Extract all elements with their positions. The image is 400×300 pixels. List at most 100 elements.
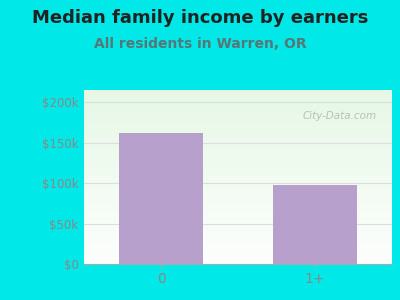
Bar	[84, 186, 392, 188]
Bar	[84, 203, 392, 205]
Bar	[84, 173, 392, 175]
Bar	[84, 151, 392, 153]
Bar	[84, 106, 392, 107]
Bar	[84, 146, 392, 147]
Bar	[84, 231, 392, 233]
Bar	[84, 97, 392, 99]
Bar	[84, 257, 392, 259]
Bar	[84, 210, 392, 212]
Bar	[84, 121, 392, 123]
Bar	[84, 191, 392, 193]
Bar	[84, 175, 392, 177]
Bar	[84, 137, 392, 139]
Bar	[84, 92, 392, 94]
Bar	[84, 90, 392, 92]
Bar	[84, 111, 392, 112]
Bar	[84, 234, 392, 236]
Bar	[84, 188, 392, 189]
Bar	[84, 222, 392, 224]
Bar	[84, 116, 392, 118]
Bar	[84, 215, 392, 217]
Bar	[84, 140, 392, 142]
Bar	[84, 207, 392, 208]
Bar	[84, 238, 392, 240]
Bar	[84, 240, 392, 242]
Bar	[84, 229, 392, 231]
Bar	[84, 182, 392, 184]
Bar	[84, 181, 392, 182]
Bar	[84, 99, 392, 100]
Bar	[84, 179, 392, 181]
Bar	[84, 184, 392, 186]
Bar	[84, 252, 392, 254]
Bar	[84, 100, 392, 102]
Bar	[84, 114, 392, 116]
Bar	[84, 250, 392, 252]
Bar	[84, 260, 392, 262]
Bar	[84, 118, 392, 120]
Bar	[84, 220, 392, 222]
Bar	[84, 102, 392, 104]
Bar	[84, 127, 392, 128]
Bar	[84, 132, 392, 134]
Text: City-Data.com: City-Data.com	[302, 111, 376, 121]
Bar	[84, 217, 392, 219]
Bar	[84, 95, 392, 97]
Bar	[84, 259, 392, 260]
Bar	[84, 227, 392, 229]
Bar	[84, 112, 392, 114]
Bar	[84, 248, 392, 250]
Bar	[84, 123, 392, 125]
Text: All residents in Warren, OR: All residents in Warren, OR	[94, 38, 306, 52]
Bar	[84, 130, 392, 132]
Bar	[84, 142, 392, 144]
Bar	[84, 226, 392, 227]
Bar	[84, 120, 392, 121]
Bar	[84, 149, 392, 151]
Text: Median family income by earners: Median family income by earners	[32, 9, 368, 27]
Bar	[84, 193, 392, 194]
Bar	[84, 109, 392, 111]
Bar	[84, 167, 392, 168]
Bar	[84, 247, 392, 248]
Bar	[84, 205, 392, 207]
Bar	[84, 201, 392, 203]
Bar	[84, 135, 392, 137]
Bar	[84, 255, 392, 257]
Bar	[84, 243, 392, 245]
Bar	[84, 189, 392, 191]
Bar	[84, 104, 392, 106]
Bar	[273, 185, 357, 264]
Bar	[84, 245, 392, 247]
Bar	[84, 194, 392, 196]
Bar	[84, 196, 392, 198]
Bar	[84, 125, 392, 127]
Bar	[84, 144, 392, 146]
Bar	[84, 177, 392, 179]
Bar	[84, 198, 392, 200]
Bar	[84, 172, 392, 173]
Bar	[84, 134, 392, 135]
Bar	[119, 133, 203, 264]
Bar	[84, 168, 392, 170]
Bar	[84, 219, 392, 220]
Bar	[84, 107, 392, 109]
Bar	[84, 158, 392, 160]
Bar	[84, 147, 392, 149]
Bar	[84, 212, 392, 214]
Bar	[84, 208, 392, 210]
Bar	[84, 224, 392, 226]
Bar	[84, 153, 392, 154]
Bar	[84, 165, 392, 167]
Bar	[84, 170, 392, 172]
Bar	[84, 262, 392, 264]
Bar	[84, 214, 392, 215]
Bar	[84, 94, 392, 95]
Bar	[84, 139, 392, 140]
Bar	[84, 154, 392, 156]
Bar	[84, 233, 392, 234]
Bar	[84, 200, 392, 201]
Bar	[84, 236, 392, 238]
Bar	[84, 161, 392, 163]
Bar	[84, 156, 392, 158]
